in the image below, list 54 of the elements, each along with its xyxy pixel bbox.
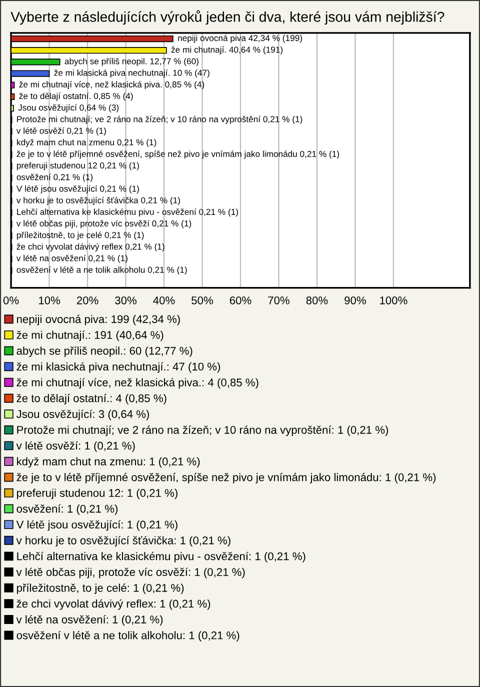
data-label: že mi chutnají více, než klasická piva. 0,85 % (4) [19, 81, 204, 90]
data-label: v horku je to osvěžující šťávička 0,21 % (1) [16, 196, 180, 206]
legend-label: když mam chut na zmenu: 1 (0,21 %) [17, 457, 200, 468]
x-tick-label: 70% [268, 296, 290, 304]
data-label: osvěžení v létě a ne tolik alkoholu 0,21 % (1) [16, 266, 187, 275]
data-label: nepiji ovocná piva 42,34 % (199) [178, 34, 302, 43]
legend-label: osvěžení: 1 (0,21 %) [16, 504, 118, 515]
data-label: v létě na osvěžení 0,21 % (1) [16, 254, 128, 263]
data-label: příležitostně, to je celé 0,21 % (1) [16, 232, 144, 240]
data-label: že je to v létě příjemné osvěžení, spíše než pivo je vnímám jako limonádu 0,21 % (1) [16, 150, 339, 159]
x-tick-label: 90% [344, 296, 366, 304]
legend-label: že to dělají ostatní.: 4 (0,85 %) [16, 394, 166, 404]
data-label: když mam chut na zmenu 0,21 % (1) [17, 139, 156, 148]
legend-label: v létě na osvěžení: 1 (0,21 %) [16, 615, 163, 626]
legend-label: Lehčí alternativa ke klasickému pivu - osvěžení: 1 (0,21 %) [17, 552, 306, 562]
legend-label: že mi klasická piva nechutnají.: 47 (10 %) [16, 362, 220, 373]
x-tick-label: 80% [306, 296, 328, 304]
x-tick-label: 0% [3, 296, 19, 304]
legend-label: v létě občas piji, protože víc osvěží: 1 (0,21 %) [16, 568, 245, 578]
legend-label: Jsou osvěžující: 3 (0,64 %) [16, 410, 149, 420]
legend-label: v létě osvěží: 1 (0,21 %) [16, 441, 135, 452]
legend-label: že chci vyvolat dávivý reflex: 1 (0,21 %) [16, 599, 210, 610]
x-tick-label: 50% [192, 296, 213, 304]
x-tick-label: 40% [153, 296, 175, 304]
x-tick-label: 60% [230, 296, 252, 304]
legend-label: V létě jsou osvěžující: 1 (0,21 %) [16, 520, 178, 531]
data-label: že mi chutnají. 40,64 % (191) [171, 46, 283, 54]
data-label: že mi klasická piva nechutnají. 10 % (47) [54, 69, 210, 78]
data-label: Jsou osvěžující 0,64 % (3) [18, 104, 119, 112]
legend-label: abych se příliš neopil.: 60 (12,77 %) [16, 346, 192, 357]
legend-label: v horku je to osvěžující šťávička: 1 (0,21 %) [16, 536, 230, 547]
legend-label: preferuji studenou 12: 1 (0,21 %) [17, 488, 178, 500]
legend-label: že mi chutnají.: 191 (40,64 %) [16, 330, 164, 342]
data-label: v létě osvěží 0,21 % (1) [16, 127, 106, 136]
data-label: že to dělají ostatní. 0,85 % (4) [19, 92, 133, 101]
data-label: Protože mi chutnají; ve 2 ráno na žízeň; v 10 ráno na vyproštění 0,21 % (1) [17, 116, 302, 124]
chart-title: Vyberte z následujících výroků jeden či dva, které jsou vám nejbližší? [10, 10, 444, 25]
x-tick-label: 20% [76, 296, 98, 304]
x-tick-label: 30% [115, 296, 136, 304]
data-label: že chci vyvolat dávivý reflex 0,21 % (1) [16, 243, 164, 252]
data-label: preferuji studenou 12 0,21 % (1) [16, 162, 139, 170]
legend-label: nepiji ovocná piva: 199 (42,34 %) [17, 314, 180, 326]
data-label: V létě jsou osvěžující 0,21 % (1) [16, 185, 139, 194]
data-label: v létě občas piji, protože víc osvěží 0,21 % (1) [16, 220, 192, 228]
data-label: Lehčí alternativa ke klasickému pivu - osvěžení 0,21 % (1) [17, 208, 238, 217]
x-tick-label: 10% [39, 296, 60, 304]
legend-label: že je to v létě příjemné osvěžení, spíše než pivo je vnímám jako limonádu: 1 (0,21 %) [16, 472, 436, 484]
legend-label: příležitostně, to je celé: 1 (0,21 %) [17, 584, 184, 594]
legend-label: že mi chutnají více, než klasická piva.: 4 (0,85 %) [16, 378, 258, 389]
data-label: abych se příliš neopil. 12,77 % (60) [64, 58, 198, 66]
x-tick-label: 100% [380, 296, 408, 304]
legend-label: Protože mi chutnají; ve 2 ráno na žízeň; v 10 ráno na vyproštění: 1 (0,21 %) [17, 426, 388, 436]
data-label: osvěžení 0,21 % (1) [16, 174, 92, 182]
legend-label: osvěžení v létě a ne tolik alkoholu: 1 (0,21 %) [16, 630, 240, 642]
